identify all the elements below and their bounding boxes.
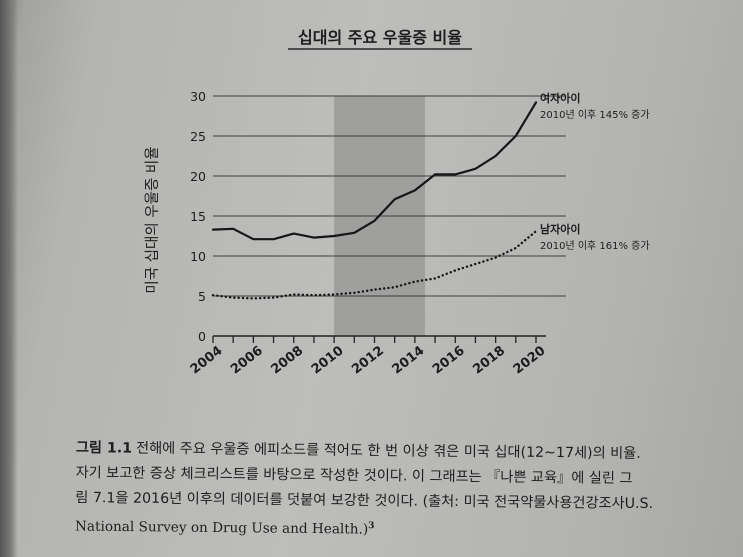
x-tick-label: 2020 xyxy=(511,343,549,377)
figure-label: 그림 1.1 xyxy=(75,439,133,457)
boys-series-line xyxy=(211,229,538,300)
y-tick-label: 10 xyxy=(190,249,206,264)
x-tick-label: 2016 xyxy=(430,343,468,377)
chart-title: 십대의 주요 우울증 비율 xyxy=(298,28,462,47)
y-axis-label: 미국 십대의 우울증 비율 xyxy=(144,146,161,293)
x-tick-label: 2012 xyxy=(349,343,387,377)
x-tick-label: 2010 xyxy=(309,343,347,377)
plot-area: 0 5 10 15 20 25 30 2004 2006 2008 2010 2012 2014 2016… xyxy=(188,89,650,377)
girls-legend-label: 여자아이 xyxy=(540,91,580,105)
x-tick-label: 2014 xyxy=(390,343,428,377)
girls-series-line xyxy=(211,101,538,241)
y-tick-label: 5 xyxy=(198,289,206,304)
x-tick-label: 2006 xyxy=(228,343,266,377)
caption-text-1: 전해에 주요 우울증 에피소드를 적어도 한 번 이상 겪은 미국 십대(12~… xyxy=(135,440,641,462)
figure-caption: 그림 1.1 전해에 주요 우울증 에피소드를 적어도 한 번 이상 겪은 미국 … xyxy=(75,436,726,546)
y-tick-label: 30 xyxy=(190,89,206,104)
y-tick-label: 15 xyxy=(190,209,206,224)
x-tick-label: 2004 xyxy=(188,343,226,377)
caption-source: National Survey on Drug Use and Health.) xyxy=(74,518,369,538)
y-tick-label: 20 xyxy=(190,169,206,184)
y-tick-label: 0 xyxy=(198,329,206,344)
y-tick-label: 25 xyxy=(190,129,206,144)
x-tick-label: 2018 xyxy=(470,343,508,377)
page-gutter xyxy=(0,0,18,557)
girls-increase-note: 2010년 이후 145% 증가 xyxy=(540,109,650,121)
boys-increase-note: 2010년 이후 161% 증가 xyxy=(540,240,650,252)
footnote-marker: 3 xyxy=(368,521,375,532)
x-tick-label: 2008 xyxy=(268,343,306,377)
boys-legend-label: 남자아이 xyxy=(540,222,580,236)
